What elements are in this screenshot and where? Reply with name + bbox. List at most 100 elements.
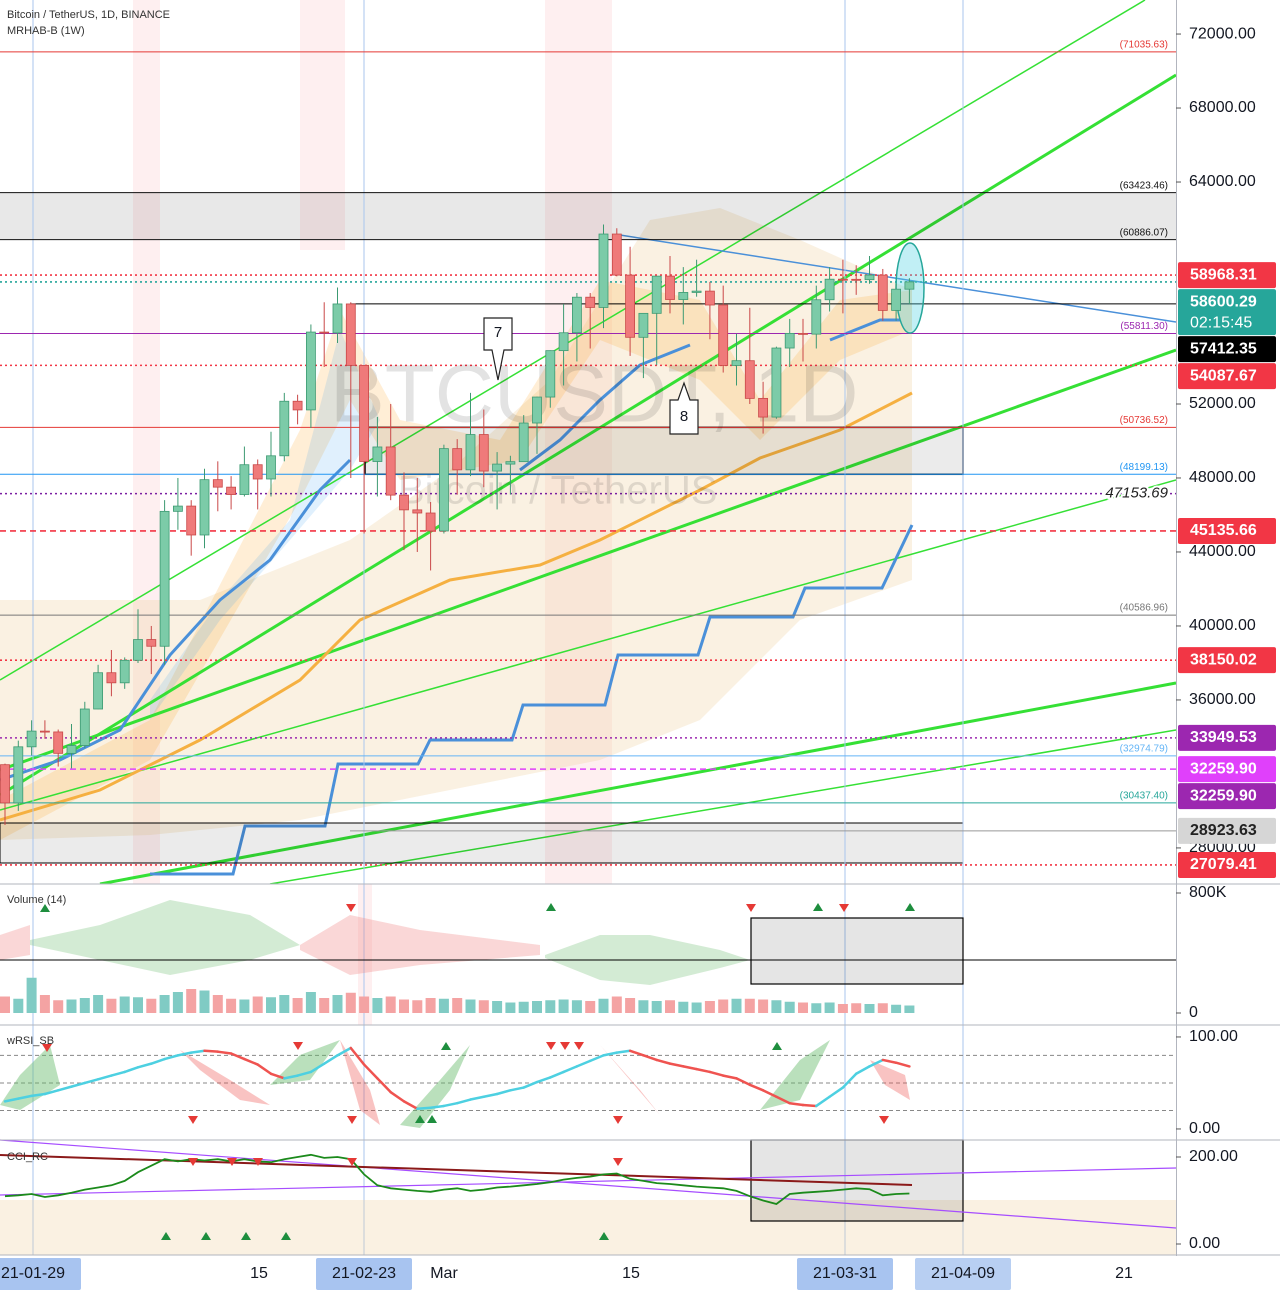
cci-trend: [0, 1167, 1177, 1196]
step-line: [150, 524, 914, 876]
time-label: 21: [1115, 1265, 1133, 1282]
oscillator-fill: [760, 1040, 830, 1110]
moving-average: [0, 458, 352, 782]
y-tick-label: 100.00: [1189, 1028, 1238, 1045]
y-tick-label: 0.00: [1189, 1120, 1220, 1137]
volume-bar: [66, 999, 77, 1013]
candle-body: [425, 512, 436, 532]
volume-bar: [319, 998, 330, 1013]
signal-down: [188, 1116, 198, 1124]
trend-line: [0, 479, 1176, 811]
price-box: [1178, 851, 1276, 878]
oscillator-line: [243, 1057, 259, 1066]
oscillator-line: [203, 1049, 220, 1053]
volume-bar: [93, 995, 104, 1013]
level-label: (48199.13): [1120, 462, 1168, 473]
signal-down: [188, 1158, 198, 1166]
time-highlight: [0, 1258, 81, 1290]
volume-bar: [478, 1000, 489, 1013]
volume-bar: [412, 1000, 423, 1013]
zone-box: [750, 917, 964, 985]
volume-bar: [79, 998, 90, 1013]
volume-bar: [252, 996, 263, 1013]
volume-bar: [545, 1000, 556, 1013]
oscillator-line: [469, 1095, 486, 1101]
volume-bar: [625, 998, 636, 1013]
volume-band: [0, 925, 30, 960]
signal-down: [574, 1042, 584, 1050]
volume-bar: [638, 1000, 649, 1013]
volume-bar: [13, 998, 24, 1013]
candle-body: [891, 288, 901, 311]
candle-body: [838, 278, 848, 281]
volume-bar: [146, 998, 157, 1013]
candle-body: [226, 486, 237, 495]
volume-bar: [106, 998, 117, 1013]
volume-bar: [518, 1001, 529, 1013]
candle-body: [412, 509, 423, 514]
candle-body: [798, 332, 808, 335]
oscillator-line: [17, 1094, 33, 1100]
oscillator-line: [70, 1081, 87, 1088]
candle-body: [877, 274, 888, 311]
price-axis: [1177, 0, 1280, 1255]
oscillator-line: [150, 1057, 166, 1065]
oscillator-line: [362, 1063, 379, 1080]
volume-bar: [851, 1003, 862, 1013]
oscillator-fill: [340, 1040, 380, 1125]
candle-body: [465, 434, 476, 471]
callout: [669, 381, 699, 435]
y-tick-label: 0.00: [1189, 1235, 1220, 1252]
signal-highlight: [133, 0, 160, 884]
signal-up: [813, 903, 823, 911]
volume-bar: [877, 1003, 888, 1013]
volume-bar: [279, 995, 290, 1013]
candle-body: [731, 360, 742, 366]
candle-body: [332, 303, 343, 334]
candle-body: [758, 397, 768, 418]
candle-body: [478, 434, 489, 472]
candle-body: [266, 455, 276, 480]
signal-down: [879, 1116, 889, 1124]
level-label: (55811.30): [1120, 321, 1168, 332]
oscillator-line: [828, 1086, 845, 1099]
signal-up: [441, 1042, 451, 1050]
candle-body: [399, 494, 409, 511]
volume-bar: [186, 989, 197, 1013]
volume-bar: [53, 1000, 64, 1013]
callout-label: 7: [494, 324, 502, 341]
volume-bar: [239, 999, 250, 1013]
price-box: [1178, 647, 1276, 674]
signal-down: [42, 1044, 52, 1052]
candle-body: [372, 446, 383, 462]
candle-body: [665, 275, 675, 300]
time-label: 15: [250, 1265, 268, 1282]
candle-body: [239, 464, 250, 495]
signal-up: [599, 1232, 609, 1240]
signal-down: [546, 1042, 556, 1050]
oscillator-line: [189, 1049, 206, 1054]
time-highlight: [915, 1258, 1011, 1290]
oscillator-line: [442, 1101, 459, 1108]
candle-body: [505, 461, 516, 465]
y-tick-label: 68000.00: [1189, 99, 1256, 116]
oscillator-line: [416, 1106, 432, 1110]
candle-body: [199, 479, 210, 536]
oscillator-line: [602, 1051, 619, 1057]
oscillator-line: [815, 1095, 831, 1108]
zone-box: [0, 192, 1176, 240]
volume-bar: [159, 995, 170, 1013]
volume-bar: [611, 996, 622, 1013]
candle-body: [438, 448, 449, 532]
candle-body: [585, 296, 596, 308]
y-tick-label: 44000.00: [1189, 543, 1256, 560]
oscillator-fill: [270, 1040, 340, 1085]
oscillator-line: [110, 1070, 126, 1077]
oscillator-line: [868, 1058, 885, 1068]
oscillator-line: [775, 1095, 791, 1105]
oscillator-line: [495, 1089, 512, 1096]
candle-body: [345, 303, 356, 366]
oscillator-line: [256, 1063, 273, 1076]
oscillator-line: [123, 1066, 140, 1074]
